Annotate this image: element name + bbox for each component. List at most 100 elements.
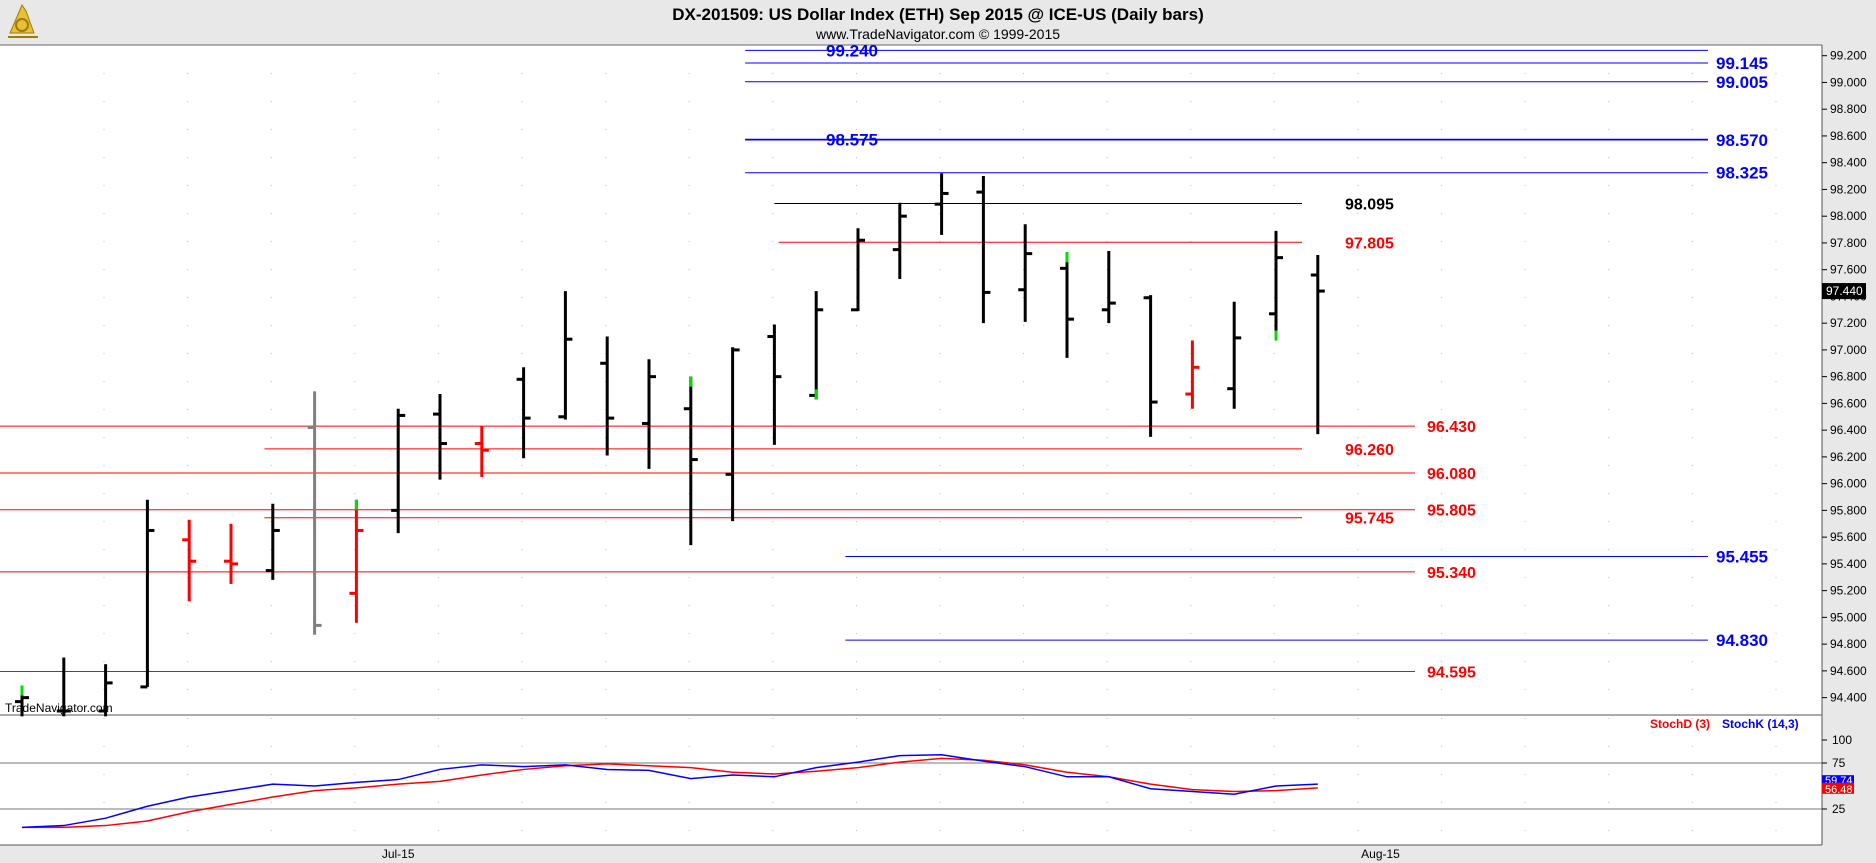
- grid-dots: [103, 45, 1777, 840]
- chart-subtitle: www.TradeNavigator.com © 1999-2015: [815, 26, 1060, 42]
- y-tick-label: 98.800: [1830, 102, 1867, 116]
- ohlc-bar: [15, 685, 29, 717]
- ohlc-bar: [1227, 301, 1242, 409]
- stoch-y-tick-label: 75: [1832, 756, 1846, 770]
- stoch-line-d: [22, 757, 1318, 829]
- stoch-y-tick-label: 100: [1832, 733, 1852, 747]
- watermark: TradeNavigator.com: [5, 701, 113, 715]
- y-tick-label: 98.200: [1830, 182, 1867, 196]
- y-tick-label: 95.000: [1830, 610, 1867, 624]
- level-label: 95.805: [1427, 503, 1476, 520]
- level-label: 99.145: [1716, 54, 1768, 73]
- ohlc-bar: [725, 347, 740, 522]
- ohlc-bar: [307, 391, 322, 635]
- level-label: 95.455: [1716, 548, 1768, 567]
- ohlc-bar: [433, 394, 447, 480]
- ohlc-bar: [1185, 340, 1200, 409]
- level-label: 98.570: [1716, 131, 1768, 150]
- level-label: 97.805: [1345, 235, 1394, 252]
- ohlc-bar: [349, 499, 364, 623]
- ohlc-bar: [892, 202, 907, 280]
- level-label: 96.260: [1345, 442, 1394, 459]
- stoch-legend-k: StochK (14,3): [1722, 717, 1799, 731]
- y-tick-label: 94.400: [1830, 691, 1867, 705]
- ohlc-bar: [1310, 254, 1325, 435]
- y-tick-label: 97.200: [1830, 316, 1867, 330]
- y-tick-label: 98.400: [1830, 156, 1867, 170]
- x-axis-bar: [0, 845, 1876, 863]
- level-label: 98.095: [1345, 196, 1394, 213]
- sextant-logo-icon: [8, 3, 38, 38]
- level-label: 96.430: [1427, 419, 1476, 436]
- ohlc-bar: [642, 359, 656, 469]
- ohlc-bar: [1101, 250, 1116, 324]
- level-label: 94.830: [1716, 631, 1768, 650]
- y-tick-label: 95.200: [1830, 584, 1867, 598]
- level-label: 99.005: [1716, 73, 1768, 92]
- ohlc-bar: [474, 426, 489, 477]
- ohlc-bar: [976, 176, 991, 324]
- y-tick-label: 96.800: [1830, 370, 1867, 384]
- axes: 99.200 99.000 98.800 98.600 98.400 98.200 98.0…: [382, 49, 1867, 861]
- y-tick-label: 97.800: [1830, 236, 1867, 250]
- ohlc-bar: [98, 664, 113, 717]
- stoch-legend-d: StochD (3): [1650, 717, 1710, 731]
- y-tick-label: 98.000: [1830, 209, 1867, 223]
- ohlc-bar: [516, 367, 531, 459]
- ohlc-bar: [182, 519, 197, 602]
- last-price-box: [1822, 283, 1866, 300]
- stoch-line-k: [21, 753, 1318, 829]
- ohlc-bar: [600, 336, 615, 456]
- y-tick-label: 95.600: [1830, 530, 1867, 544]
- ohlc-bar: [1018, 224, 1033, 322]
- chart-title: DX-201509: US Dollar Index (ETH) Sep 201…: [672, 5, 1203, 24]
- ohlc-bar: [265, 503, 280, 580]
- ohlc-bar: [391, 408, 406, 534]
- stochastic-panel: 100755025StochD (3)StochK (14,3)59.7456.…: [0, 717, 1854, 829]
- ohlc-bar: [1143, 295, 1158, 437]
- ohlc-bar: [224, 523, 238, 584]
- header-bar: [0, 0, 1876, 45]
- y-axis-bar: [1822, 45, 1876, 845]
- level-label: 95.745: [1345, 511, 1394, 528]
- y-tick-label: 95.400: [1830, 557, 1867, 571]
- y-tick-label: 95.800: [1830, 503, 1867, 517]
- ohlc-bar: [140, 499, 155, 689]
- stoch-last-d-box: [1822, 782, 1854, 794]
- ohlc-bar: [767, 324, 782, 445]
- ohlc-bar: [558, 291, 573, 420]
- x-tick-label: Aug-15: [1361, 847, 1400, 861]
- y-tick-label: 99.000: [1830, 75, 1867, 89]
- y-tick-label: 96.600: [1830, 396, 1867, 410]
- ohlc-bar: [1060, 252, 1074, 358]
- stoch-last-k-box: [1822, 775, 1854, 786]
- last-price-label: 97.440: [1826, 284, 1863, 298]
- y-tick-label: 96.200: [1830, 450, 1867, 464]
- y-tick-label: 99.200: [1830, 49, 1867, 63]
- level-label: 95.340: [1427, 565, 1476, 582]
- level-label: 94.595: [1427, 665, 1476, 682]
- ohlc-bar: [683, 376, 698, 546]
- stoch-y-tick-label: 25: [1832, 802, 1846, 816]
- level-label: 98.325: [1716, 164, 1768, 183]
- x-tick-label: Jul-15: [382, 847, 415, 861]
- ohlc-bar: [809, 291, 824, 400]
- y-tick-label: 94.600: [1830, 664, 1867, 678]
- level-label: 99.240: [826, 41, 878, 60]
- y-tick-label: 96.000: [1830, 477, 1867, 491]
- y-tick-label: 98.600: [1830, 129, 1867, 143]
- ohlc-bar: [56, 657, 71, 717]
- level-label: 96.080: [1427, 466, 1476, 483]
- ohlc-bars: [15, 173, 1325, 717]
- ohlc-bar: [851, 228, 865, 312]
- y-tick-label: 96.400: [1830, 423, 1867, 437]
- stoch-last-d-label: 56.48: [1825, 784, 1853, 796]
- y-tick-label: 97.600: [1830, 263, 1867, 277]
- ohlc-bar: [934, 173, 949, 235]
- y-tick-label: 97.000: [1830, 343, 1867, 357]
- ohlc-bar: [1269, 230, 1283, 341]
- y-tick-label: 94.800: [1830, 637, 1867, 651]
